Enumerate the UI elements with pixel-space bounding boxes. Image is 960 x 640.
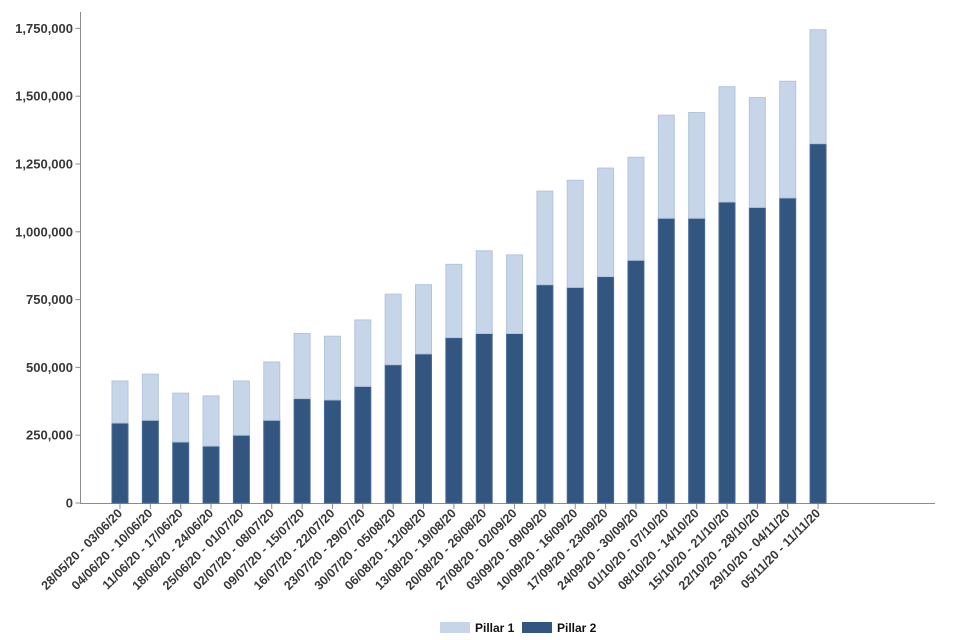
bar-segment-pillar-1[interactable] bbox=[111, 380, 129, 424]
bar-segment-pillar-2[interactable] bbox=[232, 434, 250, 504]
bar-segment-pillar-1[interactable] bbox=[415, 284, 432, 355]
y-axis-tick-label: 250,000 bbox=[26, 428, 73, 443]
bar-segment-pillar-2[interactable] bbox=[566, 286, 584, 504]
bar-segment-pillar-1[interactable] bbox=[384, 293, 402, 366]
bar-segment-pillar-1[interactable] bbox=[779, 80, 797, 199]
y-axis-tick-label: 0 bbox=[66, 496, 73, 511]
bar-segment-pillar-2[interactable] bbox=[384, 364, 402, 504]
bar-segment-pillar-1[interactable] bbox=[718, 86, 736, 203]
y-axis-tick-label: 1,000,000 bbox=[15, 224, 73, 239]
bar-segment-pillar-2[interactable] bbox=[445, 337, 463, 504]
y-axis-tick-label: 1,750,000 bbox=[15, 21, 73, 36]
bar-segment-pillar-1[interactable] bbox=[688, 111, 706, 219]
bar-segment-pillar-1[interactable] bbox=[202, 395, 220, 447]
bar-segment-pillar-1[interactable] bbox=[172, 392, 190, 443]
bar-segment-pillar-2[interactable] bbox=[688, 217, 706, 504]
bar-segment-pillar-1[interactable] bbox=[475, 250, 493, 334]
bar-segment-pillar-1[interactable] bbox=[748, 97, 766, 208]
bar-segment-pillar-2[interactable] bbox=[475, 333, 493, 504]
bar-segment-pillar-1[interactable] bbox=[263, 361, 281, 421]
bar-segment-pillar-2[interactable] bbox=[141, 419, 159, 504]
y-axis-tick-label: 500,000 bbox=[26, 360, 73, 375]
bar-segment-pillar-2[interactable] bbox=[202, 445, 220, 504]
y-axis-tick-label: 750,000 bbox=[26, 292, 73, 307]
bar-segment-pillar-1[interactable] bbox=[536, 190, 554, 286]
legend-label-pillar-2: Pillar 2 bbox=[557, 621, 597, 635]
legend-swatch-pillar-2 bbox=[522, 622, 552, 633]
bar-segment-pillar-1[interactable] bbox=[232, 380, 250, 436]
bar-segment-pillar-1[interactable] bbox=[506, 254, 524, 335]
bar-segment-pillar-1[interactable] bbox=[597, 167, 615, 278]
bar-segment-pillar-2[interactable] bbox=[506, 333, 524, 504]
bar-segment-pillar-1[interactable] bbox=[354, 319, 372, 387]
y-axis-tick-label: 1,250,000 bbox=[15, 157, 73, 172]
bar-segment-pillar-2[interactable] bbox=[263, 419, 281, 504]
bar-segment-pillar-2[interactable] bbox=[293, 398, 311, 504]
plot-area: 0 250,000 500,000 750,000 1,000,000 1,250,000… bbox=[15, 12, 935, 593]
bar-segment-pillar-1[interactable] bbox=[141, 373, 159, 421]
bar-segment-pillar-2[interactable] bbox=[111, 422, 129, 504]
bar-segment-pillar-2[interactable] bbox=[627, 259, 645, 504]
bar-segment-pillar-2[interactable] bbox=[748, 206, 766, 504]
bar-segment-pillar-1[interactable] bbox=[323, 335, 341, 401]
bar-segment-pillar-1[interactable] bbox=[809, 29, 827, 145]
bar-segment-pillar-1[interactable] bbox=[657, 114, 675, 219]
bar-segment-pillar-1[interactable] bbox=[566, 179, 584, 288]
bar-segment-pillar-1[interactable] bbox=[293, 333, 311, 400]
bar-segment-pillar-2[interactable] bbox=[718, 201, 736, 504]
y-axis-tick-label: 1,500,000 bbox=[15, 89, 73, 104]
bar-segment-pillar-2[interactable] bbox=[415, 353, 432, 504]
bar-segment-pillar-2[interactable] bbox=[779, 197, 797, 504]
legend-swatch-pillar-1 bbox=[440, 622, 470, 633]
bar-segment-pillar-2[interactable] bbox=[536, 284, 554, 504]
bar-segment-pillar-2[interactable] bbox=[354, 385, 372, 504]
bar-segment-pillar-1[interactable] bbox=[445, 263, 463, 339]
bar-segment-pillar-2[interactable] bbox=[597, 276, 615, 504]
bar-segment-pillar-2[interactable] bbox=[172, 441, 190, 504]
bar-segment-pillar-2[interactable] bbox=[323, 399, 341, 504]
bar-segment-pillar-2[interactable] bbox=[657, 217, 675, 504]
bar-segment-pillar-2[interactable] bbox=[809, 143, 827, 504]
bar-segment-pillar-1[interactable] bbox=[627, 156, 645, 261]
legend: Pillar 1 Pillar 2 bbox=[440, 621, 597, 635]
legend-label-pillar-1: Pillar 1 bbox=[475, 621, 515, 635]
